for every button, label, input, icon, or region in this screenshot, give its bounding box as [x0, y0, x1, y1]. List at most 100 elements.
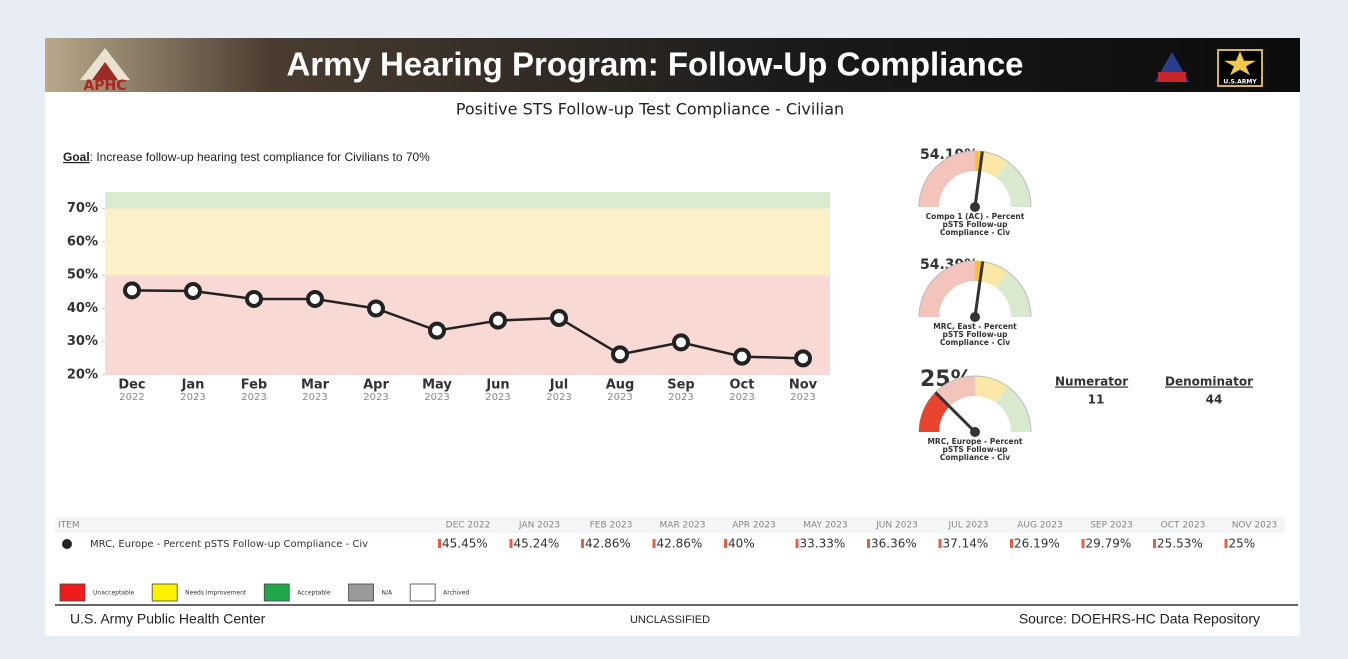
- flag: [724, 539, 727, 548]
- point: [794, 349, 812, 368]
- gauge-label: MRC, Europe - Percent: [927, 437, 1022, 446]
- point: [733, 347, 751, 366]
- flag: [581, 539, 584, 548]
- x-tick-label: Jun: [485, 378, 509, 393]
- gauge-needle: [934, 391, 977, 434]
- flag: [938, 539, 942, 548]
- gauge-needle: [973, 151, 984, 208]
- x-tick-label: Apr: [363, 378, 389, 393]
- point: [184, 282, 202, 301]
- army-text: U.S.ARMY: [1223, 79, 1257, 86]
- y-tick-label: 20%: [67, 368, 98, 383]
- gauge-band: [919, 261, 976, 318]
- gauge-hub: [970, 202, 980, 212]
- point: [489, 311, 507, 330]
- table-cell: 42.86%: [657, 537, 703, 551]
- x-tick-year: 2023: [607, 392, 632, 403]
- gauge-band: [974, 376, 1008, 404]
- gauge-label: Compliance - Civ: [940, 338, 1010, 347]
- x-tick-label: May: [422, 378, 452, 393]
- flag: [1153, 539, 1156, 548]
- gauge-label: MRC, East - Percent: [933, 322, 1017, 331]
- table-cell: 40%: [728, 537, 755, 551]
- table-header: JUL 2023: [947, 521, 988, 531]
- flag: [1224, 539, 1228, 548]
- logo-mark-inner: [92, 62, 118, 80]
- y-tick-label: 70%: [67, 201, 98, 216]
- gauge-hub: [970, 427, 980, 437]
- x-tick-year: 2023: [546, 392, 571, 403]
- eagle-logo-stripe: [1158, 72, 1186, 82]
- table-cell: 25.53%: [1157, 537, 1203, 551]
- gauge-label: pSTS Follow-up: [943, 220, 1009, 229]
- y-tick-label: 40%: [67, 301, 98, 316]
- line: [131, 289, 804, 360]
- flag: [867, 539, 870, 548]
- table-cell: 26.19%: [1014, 537, 1060, 551]
- logo-text: APHC: [83, 78, 126, 94]
- point: [550, 308, 568, 327]
- point: [245, 289, 263, 308]
- table-cell: 36.36%: [871, 537, 917, 551]
- gauge-label: Compliance - Civ: [940, 453, 1010, 462]
- flag: [509, 539, 513, 548]
- x-tick-label: Jan: [181, 378, 205, 393]
- point: [428, 321, 446, 340]
- gauge-band: [995, 386, 1031, 433]
- x-tick-year: 2023: [424, 392, 449, 403]
- x-tick-year: 2023: [485, 392, 510, 403]
- legend-label: Archived: [443, 590, 469, 597]
- legend-swatch: [263, 583, 290, 602]
- x-tick-year: 2023: [302, 392, 327, 403]
- flag: [1010, 539, 1013, 548]
- point: [611, 345, 629, 364]
- legend-swatch: [151, 583, 178, 602]
- gauge-needle: [973, 261, 985, 318]
- x-tick-year: 2023: [729, 392, 754, 403]
- x-tick-year: 2023: [668, 392, 693, 403]
- flag: [1081, 539, 1085, 548]
- table-header: AUG 2023: [1017, 521, 1062, 531]
- table-cell: 25%: [1229, 537, 1256, 551]
- header-title: Army Hearing Program: Follow-Up Complian…: [286, 46, 1023, 83]
- table-header: JAN 2023: [518, 521, 560, 531]
- table-header: FEB 2023: [590, 521, 633, 531]
- gauge-label: pSTS Follow-up: [943, 445, 1009, 454]
- x-tick-label: Dec: [118, 378, 145, 393]
- gauge-band: [995, 271, 1031, 318]
- flag: [652, 539, 656, 548]
- band: [105, 208, 830, 276]
- footer-left: U.S. Army Public Health Center: [70, 611, 266, 627]
- x-tick-label: Mar: [301, 378, 330, 393]
- goal-label: Goal: [63, 150, 90, 164]
- numerator: 11: [1088, 393, 1105, 407]
- denominator: 44: [1206, 393, 1223, 407]
- legend-swatch: [59, 583, 86, 602]
- x-tick-year: 2023: [180, 392, 205, 403]
- table-header: JUN 2023: [875, 521, 918, 531]
- point: [123, 281, 141, 300]
- table-header: OCT 2023: [1161, 521, 1206, 531]
- table-header: MAR 2023: [660, 521, 706, 531]
- legend-label: Needs Improvement: [185, 590, 247, 597]
- table-cell: 42.86%: [585, 537, 631, 551]
- x-tick-label: Aug: [606, 378, 635, 393]
- table-cell: 45.24%: [514, 537, 560, 551]
- gauge-fill: [919, 392, 950, 433]
- table-header: ITEM: [58, 521, 80, 531]
- gauge-hub: [970, 312, 980, 322]
- table-cell: 33.33%: [800, 537, 846, 551]
- y-tick-label: 50%: [67, 268, 98, 283]
- subtitle: Positive STS Follow-up Test Compliance -…: [456, 100, 844, 119]
- numerator-label: Numerator: [1055, 375, 1128, 389]
- point: [306, 289, 324, 308]
- table-header-bg: [55, 517, 1285, 533]
- legend-label: N/A: [382, 590, 394, 597]
- table-header: SEP 2023: [1090, 521, 1133, 531]
- y-tick-label: 60%: [67, 234, 98, 249]
- header-bar: [45, 38, 1300, 92]
- footer-right: Source: DOEHRS-HC Data Repository: [1019, 611, 1260, 627]
- army-star: [1224, 51, 1256, 76]
- legend-label: Acceptable: [297, 590, 331, 597]
